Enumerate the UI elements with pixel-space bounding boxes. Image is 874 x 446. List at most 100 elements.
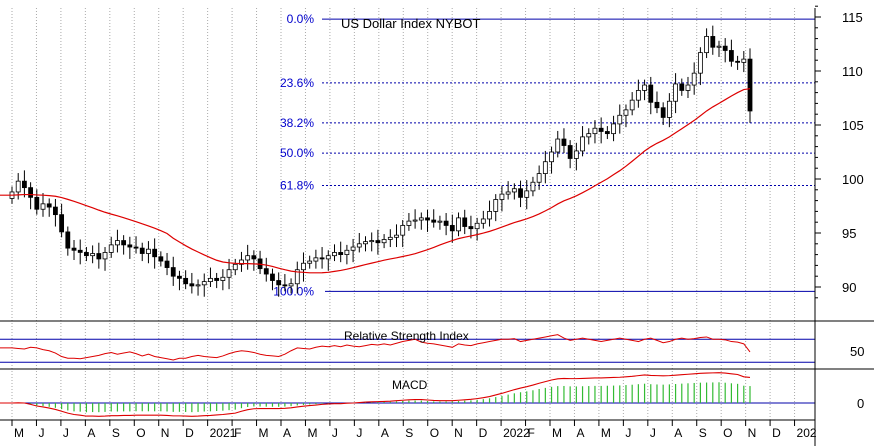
candle-body bbox=[567, 145, 573, 159]
candle-body bbox=[332, 252, 337, 257]
candle-body bbox=[747, 58, 753, 112]
candle-body bbox=[679, 83, 685, 91]
candle-body bbox=[697, 52, 703, 74]
x-tick-label: F bbox=[234, 426, 241, 440]
candle-body bbox=[406, 220, 412, 226]
candle-body bbox=[350, 246, 356, 251]
x-tick-label: M bbox=[307, 426, 317, 440]
macd-tick-label: 0 bbox=[857, 396, 864, 411]
candle-body bbox=[282, 284, 288, 287]
candle-body bbox=[617, 114, 623, 125]
x-tick-label: J bbox=[356, 426, 362, 440]
fib-level-label: 100.0% bbox=[273, 284, 314, 298]
candle-body bbox=[629, 99, 635, 111]
candle-body bbox=[425, 217, 430, 221]
candle-body bbox=[505, 191, 511, 195]
x-tick-label: J bbox=[63, 426, 69, 440]
rsi-line bbox=[0, 334, 751, 361]
x-tick-label: J bbox=[38, 426, 44, 440]
fib-level-label: 0.0% bbox=[287, 12, 315, 26]
candle-body bbox=[611, 123, 616, 135]
candle-body bbox=[400, 225, 406, 236]
candle-body bbox=[449, 225, 455, 232]
candle-body bbox=[648, 84, 654, 103]
y-tick-label: 90 bbox=[842, 280, 856, 295]
candle-body bbox=[96, 253, 102, 260]
candle-body bbox=[412, 219, 418, 222]
x-tick-label: D bbox=[772, 426, 781, 440]
y-tick-label: 115 bbox=[842, 10, 863, 25]
candle-body bbox=[294, 269, 300, 285]
x-tick-label: N bbox=[161, 426, 170, 440]
candle-body bbox=[493, 199, 499, 212]
x-tick-label: O bbox=[136, 426, 145, 440]
candle-body bbox=[84, 252, 89, 257]
candle-body bbox=[22, 180, 27, 189]
x-tick-label: 202 bbox=[797, 426, 817, 440]
moving-average-line bbox=[0, 88, 751, 274]
candle-body bbox=[468, 226, 474, 230]
x-tick-label: M bbox=[14, 426, 24, 440]
macd-label: MACD bbox=[392, 378, 428, 392]
x-tick-label: O bbox=[723, 426, 732, 440]
candle-body bbox=[152, 248, 158, 258]
grid-layer bbox=[11, 8, 796, 420]
candle-body bbox=[635, 90, 641, 101]
price-panel: 0.0% 23.6% 38.2% 50.0% 61.8% 100.0% bbox=[0, 12, 815, 298]
x-tick-label: A bbox=[87, 426, 95, 440]
candle-body bbox=[710, 36, 716, 48]
candle-body bbox=[158, 256, 164, 262]
candle-body bbox=[363, 241, 368, 245]
candle-body bbox=[245, 255, 251, 261]
fib-level-label: 50.0% bbox=[280, 146, 314, 160]
y-tick-label: 100 bbox=[842, 172, 864, 187]
candle-body bbox=[251, 255, 257, 260]
candle-body bbox=[573, 150, 579, 159]
candle-body bbox=[53, 206, 58, 216]
candle-body bbox=[604, 131, 610, 135]
candle-body bbox=[394, 234, 399, 238]
candle-body bbox=[319, 257, 325, 260]
x-tick-label: S bbox=[405, 426, 413, 440]
candle-body bbox=[338, 252, 344, 256]
macd-line bbox=[0, 372, 751, 417]
candle-body bbox=[654, 101, 660, 109]
candle-body bbox=[580, 136, 585, 152]
x-tick-label: O bbox=[430, 426, 439, 440]
candle-body bbox=[536, 173, 542, 183]
candle-body bbox=[183, 277, 189, 285]
x-tick-label: A bbox=[576, 426, 584, 440]
candle-body bbox=[28, 187, 34, 198]
candle-body bbox=[301, 262, 306, 271]
candle-body bbox=[325, 255, 331, 260]
candle-body bbox=[177, 275, 182, 279]
x-tick-label: D bbox=[479, 426, 488, 440]
candle-body bbox=[65, 231, 71, 249]
candle-body bbox=[716, 45, 722, 48]
candle-body bbox=[71, 247, 77, 251]
x-tick-label: A bbox=[381, 426, 389, 440]
y-tick-label: 95 bbox=[842, 226, 856, 241]
candle-body bbox=[418, 217, 424, 221]
candle-body bbox=[170, 267, 176, 277]
x-tick-label: A bbox=[674, 426, 682, 440]
x-tick-label: J bbox=[650, 426, 656, 440]
candle-body bbox=[487, 210, 492, 220]
candle-body bbox=[586, 133, 592, 138]
x-tick-label: J bbox=[625, 426, 631, 440]
candle-body bbox=[474, 222, 480, 230]
candle-body bbox=[499, 193, 505, 200]
candle-body bbox=[313, 257, 319, 262]
candle-body bbox=[208, 277, 213, 282]
candle-body bbox=[139, 247, 145, 254]
candle-body bbox=[673, 83, 678, 102]
candle-body bbox=[356, 243, 362, 248]
candle-body bbox=[189, 283, 195, 287]
candle-body bbox=[232, 263, 238, 271]
candle-body bbox=[214, 277, 220, 281]
candle-body bbox=[592, 127, 598, 135]
candle-body bbox=[518, 188, 523, 198]
candle-body bbox=[263, 268, 269, 275]
candle-body bbox=[195, 284, 201, 287]
